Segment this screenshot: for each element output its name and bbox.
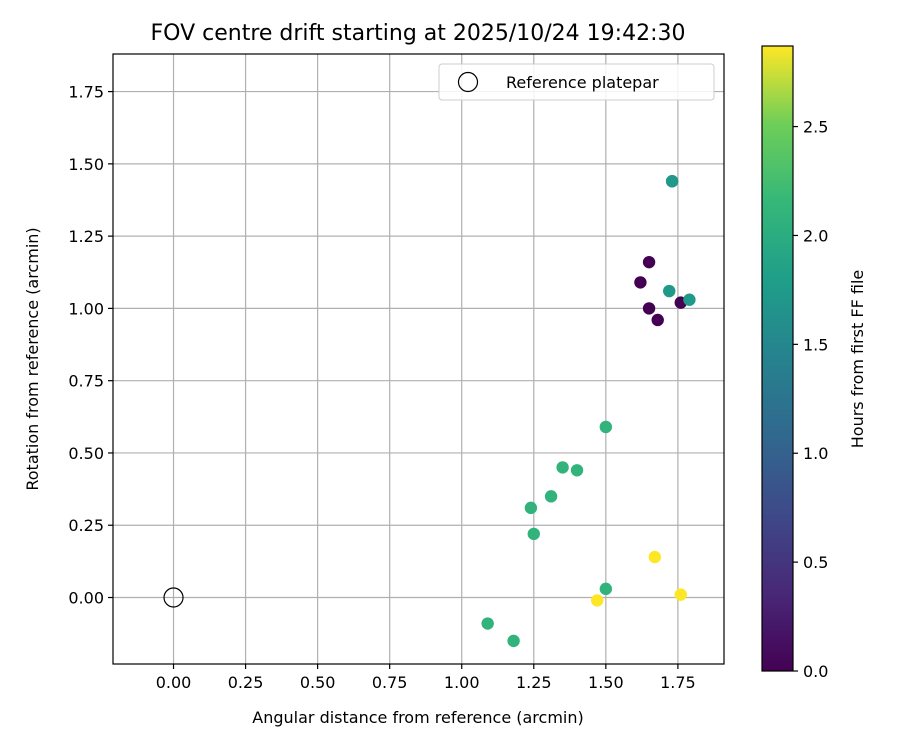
y-axis-label: Rotation from reference (arcmin)	[23, 227, 42, 490]
plot-frame	[112, 53, 725, 665]
y-tick-label: 1.75	[68, 83, 104, 102]
data-point	[599, 582, 613, 596]
legend-label: Reference platepar	[506, 73, 659, 92]
colorbar-tick-label: 1.5	[803, 335, 828, 354]
data-point	[648, 550, 662, 564]
data-point	[556, 461, 569, 474]
data-point	[642, 255, 656, 269]
x-tick-label: 1.75	[660, 673, 696, 692]
data-point	[544, 490, 558, 503]
data-point	[590, 594, 604, 607]
x-tick-label: 0.75	[372, 673, 408, 692]
colorbar-gradient	[761, 45, 794, 672]
x-tick-label: 0.00	[156, 673, 192, 692]
y-tick-label: 0.00	[68, 589, 104, 608]
data-point	[599, 420, 613, 434]
grid	[113, 54, 724, 664]
reference-marker	[163, 587, 184, 608]
data-point	[674, 588, 687, 601]
colorbar-ticks: 0.0 0.5 1.0 1.5 2.0 2.5	[793, 118, 828, 681]
y-tick-label: 1.25	[68, 227, 104, 246]
data-point	[683, 293, 696, 306]
legend: Reference platepar	[438, 63, 715, 101]
y-tick-label: 0.75	[68, 372, 104, 391]
axis-ticks: 0.00 0.25 0.50 0.75 1.00 1.25 1.50 1.75 0.00 0.25…	[68, 83, 695, 692]
legend-marker	[457, 71, 479, 93]
data-point	[527, 527, 540, 541]
reference-layer	[163, 587, 184, 608]
data-point	[570, 464, 584, 477]
colorbar-tick-label: 2.0	[803, 226, 828, 245]
colorbar-label: Hours from first FF file	[848, 270, 867, 449]
data-point	[642, 302, 656, 315]
colorbar-tick-label: 2.5	[803, 118, 828, 137]
x-tick-label: 0.25	[228, 673, 264, 692]
x-tick-label: 1.50	[588, 673, 624, 692]
x-axis-label: Angular distance from reference (arcmin)	[252, 708, 583, 727]
data-point	[634, 276, 647, 289]
data-points	[481, 175, 696, 648]
y-tick-label: 0.50	[68, 444, 104, 463]
data-point	[507, 634, 520, 648]
colorbar-tick-label: 0.0	[803, 662, 828, 681]
legend-box	[438, 63, 715, 101]
data-point	[651, 313, 664, 327]
y-tick-label: 1.00	[68, 299, 104, 318]
data-point	[663, 284, 676, 298]
x-tick-label: 1.25	[516, 673, 552, 692]
colorbar-tick-label: 0.5	[803, 553, 828, 572]
data-point	[481, 617, 494, 630]
data-point	[524, 501, 538, 515]
colorbar: 0.0 0.5 1.0 1.5 2.0 2.5 Hours from first FF f…	[761, 45, 867, 681]
x-tick-label: 0.50	[300, 673, 336, 692]
data-point	[665, 175, 679, 188]
colorbar-tick-label: 1.0	[803, 444, 828, 463]
y-tick-label: 1.50	[68, 155, 104, 174]
chart-title: FOV centre drift starting at 2025/10/24 …	[151, 21, 686, 46]
y-tick-label: 0.25	[68, 516, 104, 535]
x-tick-label: 1.00	[444, 673, 480, 692]
